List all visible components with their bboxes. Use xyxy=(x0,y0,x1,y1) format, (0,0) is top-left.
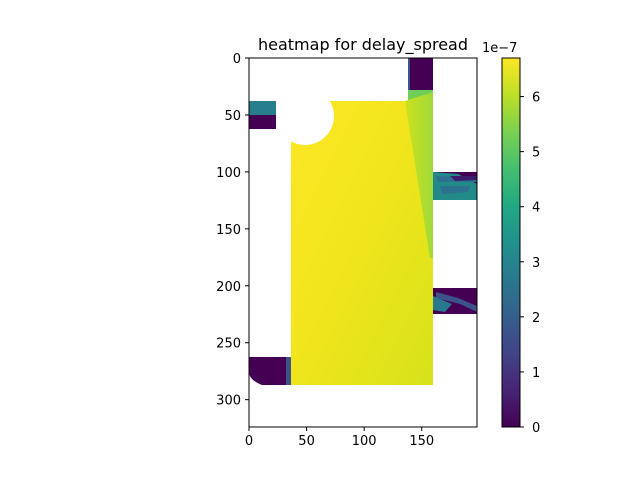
y-tick-label: 250 xyxy=(216,337,241,352)
colorbar xyxy=(501,57,521,428)
region-left-dark-band xyxy=(249,115,279,129)
colorbar-tick-label: 6 xyxy=(532,91,540,106)
colorbar-offset-label: 1e−7 xyxy=(482,41,517,56)
colorbar-tick-label: 1 xyxy=(532,366,540,381)
chart-title: heatmap for delay_spread xyxy=(258,35,468,55)
y-tick-label: 50 xyxy=(224,109,241,124)
x-tick-label: 150 xyxy=(409,434,434,449)
y-axis-ticks: 0 50 100 150 200 250 300 xyxy=(216,52,249,409)
region-right-upper-dark xyxy=(450,176,477,181)
colorbar-tick-label: 0 xyxy=(532,421,540,436)
region-bottom-left-dark xyxy=(249,357,291,385)
heatmap-plot-area xyxy=(249,58,477,385)
y-tick-label: 150 xyxy=(216,223,241,238)
x-axis-ticks: 0 50 100 150 xyxy=(245,427,434,449)
region-left-teal-band xyxy=(249,101,279,115)
region-top-dark-column xyxy=(408,58,433,90)
region-right-lower-streaks xyxy=(436,292,477,312)
y-tick-label: 300 xyxy=(216,394,241,409)
colorbar-tick-label: 5 xyxy=(532,146,540,161)
colorbar-tick-label: 4 xyxy=(532,201,540,216)
colorbar-ticks: 0 1 2 3 4 5 6 xyxy=(520,91,540,436)
region-top-dark-column-fringe xyxy=(408,58,410,95)
colorbar-tick-label: 3 xyxy=(532,256,540,271)
region-main-edge xyxy=(405,92,433,258)
region-bottom-left-edge xyxy=(286,357,291,385)
x-tick-label: 100 xyxy=(352,434,377,449)
x-tick-label: 0 xyxy=(245,434,253,449)
white-left-gap xyxy=(276,101,291,145)
plot-frame xyxy=(248,57,478,428)
y-tick-label: 200 xyxy=(216,280,241,295)
y-tick-label: 100 xyxy=(216,166,241,181)
region-right-lower-teal xyxy=(433,296,452,312)
region-main-block xyxy=(291,101,433,385)
y-tick-label: 0 xyxy=(233,52,241,67)
region-right-upper-streaks xyxy=(436,176,477,194)
colorbar-tick-label: 2 xyxy=(532,311,540,326)
x-tick-label: 50 xyxy=(298,434,315,449)
